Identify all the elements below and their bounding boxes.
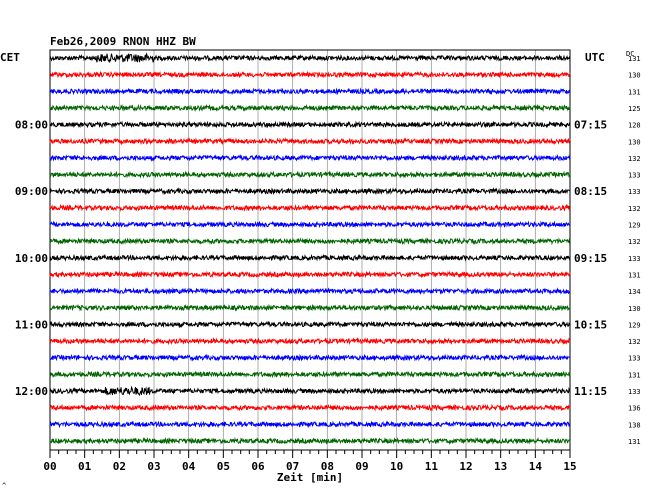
dc-value-22: 136 — [628, 405, 641, 413]
dc-value-18: 132 — [628, 338, 641, 346]
dc-value-7: 132 — [628, 155, 641, 163]
dc-value-20: 131 — [628, 371, 641, 379]
trace-20 — [49, 370, 571, 379]
dc-value-10: 132 — [628, 205, 641, 213]
x-tick-label-14: 14 — [529, 460, 543, 473]
dc-value-3: 131 — [628, 88, 641, 96]
dc-value-6: 130 — [628, 138, 641, 146]
trace-21 — [49, 385, 571, 396]
x-tick-label-11: 11 — [425, 460, 439, 473]
dc-column-label: DC — [626, 50, 634, 58]
dc-value-14: 131 — [628, 271, 641, 279]
dc-value-13: 133 — [628, 255, 641, 263]
trace-5 — [49, 120, 571, 129]
trace-22 — [49, 403, 571, 412]
right-hour-label-5: 11:15 — [574, 385, 607, 398]
trace-11 — [49, 220, 571, 229]
right-hour-label-1: 07:15 — [574, 119, 607, 132]
trace-14 — [49, 270, 571, 279]
trace-3 — [49, 87, 571, 96]
x-tick-label-02: 02 — [113, 460, 126, 473]
x-tick-label-03: 03 — [147, 460, 160, 473]
x-tick-label-10: 10 — [390, 460, 403, 473]
dc-value-2: 130 — [628, 72, 641, 80]
x-tick-label-09: 09 — [355, 460, 368, 473]
x-tick-label-15: 15 — [563, 460, 576, 473]
trace-15 — [49, 287, 571, 296]
dc-value-21: 133 — [628, 388, 641, 396]
trace-9 — [49, 187, 571, 196]
left-hour-label-1: 08:00 — [15, 119, 48, 132]
dc-value-24: 131 — [628, 438, 641, 446]
x-axis: 00 01 02 03 04 05 06 07 08 09 10 11 12 13 14 15 — [43, 450, 577, 473]
trace-17 — [49, 320, 571, 329]
left-hour-label-4: 11:00 — [15, 318, 48, 331]
trace-23 — [49, 420, 571, 429]
dc-value-17: 129 — [628, 321, 641, 329]
left-hour-label-2: 09:00 — [15, 185, 48, 198]
dc-value-15: 134 — [628, 288, 641, 296]
trace-8 — [49, 170, 571, 179]
dc-value-23: 138 — [628, 421, 641, 429]
trace-13 — [49, 253, 571, 262]
trace-7 — [49, 153, 571, 162]
x-tick-label-06: 06 — [251, 460, 265, 473]
trace-2 — [49, 70, 571, 79]
trace-24 — [49, 436, 571, 446]
x-tick-label-00: 00 — [43, 460, 56, 473]
dc-value-8: 133 — [628, 172, 641, 180]
right-hour-label-3: 09:15 — [574, 252, 607, 265]
x-tick-label-08: 08 — [321, 460, 334, 473]
dc-values: 131 130 131 125 128 130 132 133 133 132 129 132 133 1… — [628, 55, 641, 446]
trace-1 — [49, 52, 571, 63]
x-tick-label-12: 12 — [459, 460, 472, 473]
trace-10 — [49, 203, 571, 212]
dc-value-4: 125 — [628, 105, 641, 113]
trace-6 — [49, 137, 571, 146]
trace-group — [49, 52, 571, 446]
left-timezone-label: CET — [0, 51, 20, 64]
dc-value-12: 132 — [628, 238, 641, 246]
dc-value-1: 131 — [628, 55, 641, 63]
trace-12 — [49, 237, 571, 246]
x-tick-label-05: 05 — [217, 460, 230, 473]
trace-18 — [49, 336, 571, 346]
x-tick-label-13: 13 — [494, 460, 507, 473]
dc-value-5: 128 — [628, 122, 641, 130]
x-tick-label-04: 04 — [182, 460, 196, 473]
x-tick-label-01: 01 — [78, 460, 92, 473]
left-hour-label-5: 12:00 — [15, 385, 48, 398]
footer-mark: ^ — [2, 482, 6, 490]
right-hour-label-4: 10:15 — [574, 318, 607, 331]
x-axis-title: Zeit [min] — [277, 471, 343, 484]
right-timezone-label: UTC — [585, 51, 605, 64]
dc-value-19: 133 — [628, 355, 641, 363]
trace-19 — [49, 353, 571, 362]
dc-value-11: 129 — [628, 222, 641, 230]
dc-value-9: 133 — [628, 188, 641, 196]
right-hour-label-2: 08:15 — [574, 185, 607, 198]
x-tick-label-07: 07 — [286, 460, 299, 473]
hour-labels: 08:00 09:00 10:00 11:00 12:00 07:15 08:15 09:15… — [15, 119, 607, 398]
dc-value-16: 130 — [628, 305, 641, 313]
chart-title: Feb26,2009 RNON HHZ BW — [50, 35, 196, 48]
trace-4 — [49, 103, 571, 113]
vertical-grid — [84, 50, 536, 450]
left-hour-label-3: 10:00 — [15, 252, 48, 265]
trace-16 — [49, 303, 571, 312]
